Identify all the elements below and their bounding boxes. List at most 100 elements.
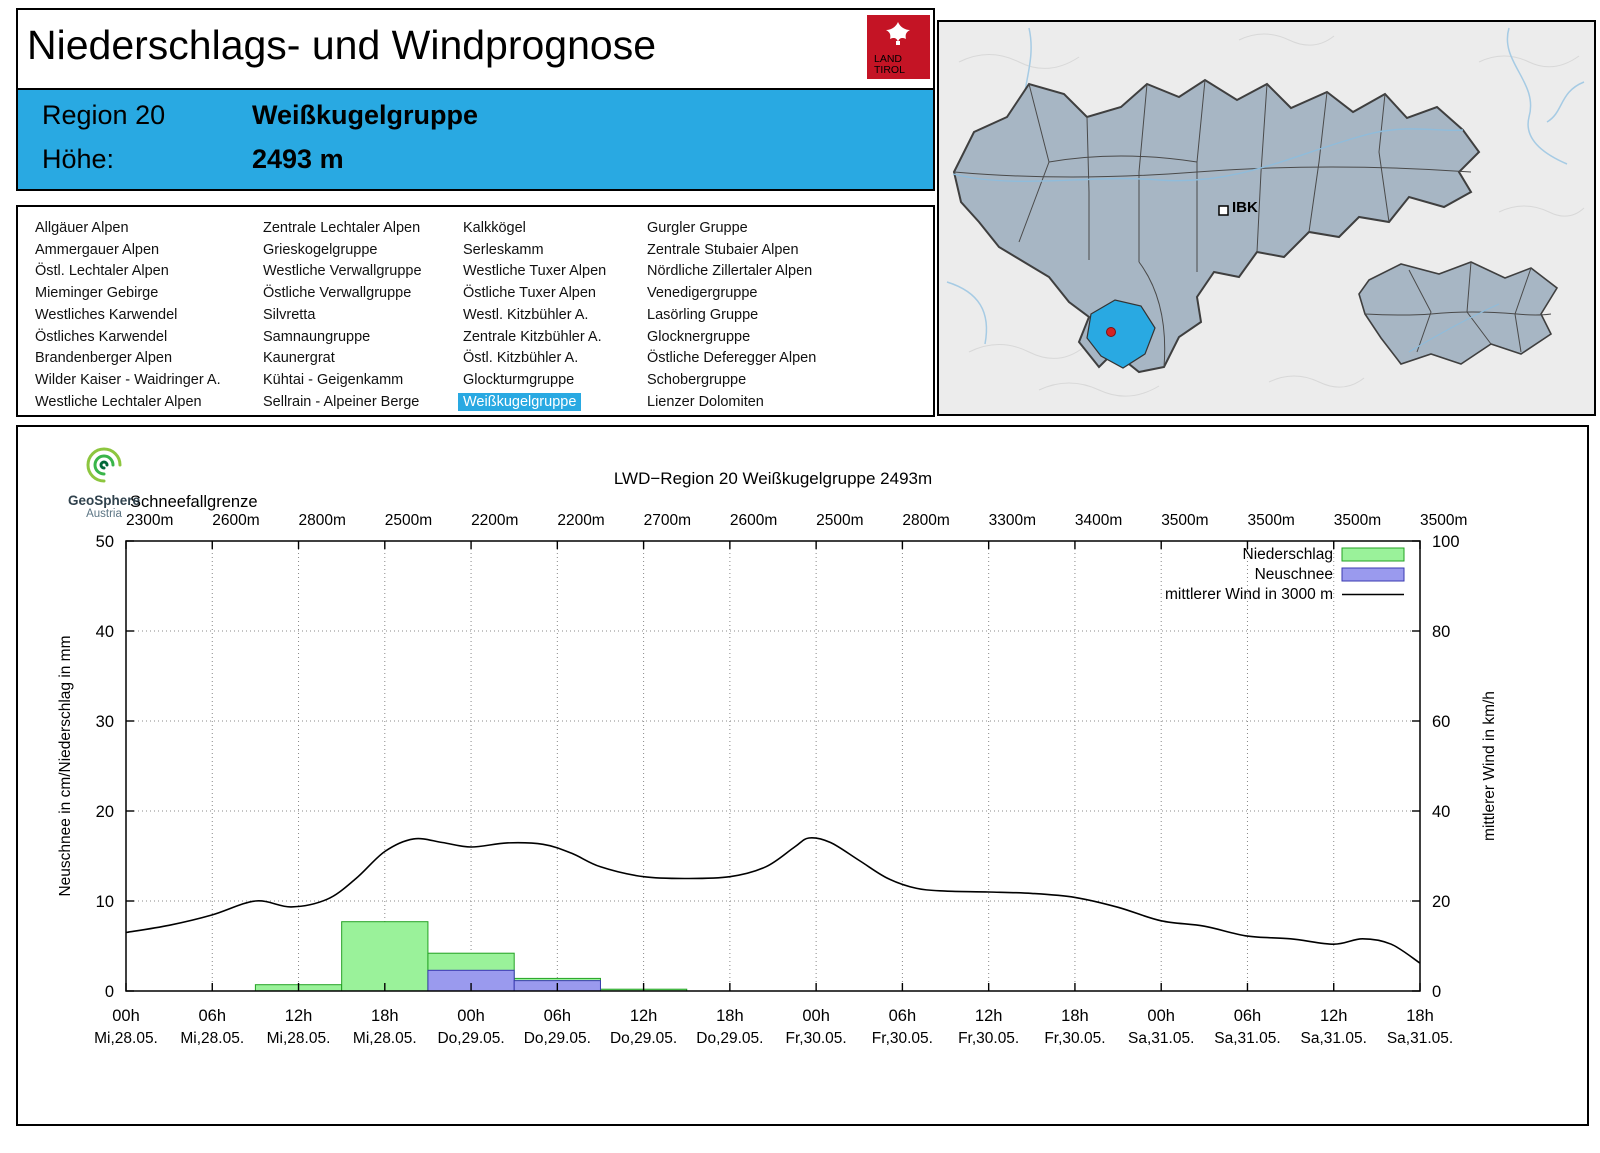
- region-name: Weißkugelgruppe: [252, 100, 479, 130]
- region-list-item[interactable]: Nördliche Zillertaler Alpen: [647, 263, 813, 280]
- region-list-item[interactable]: Östl. Kitzbühler A.: [463, 350, 579, 367]
- region-list-item[interactable]: Serleskamm: [463, 241, 544, 258]
- region-list-item[interactable]: Kaunergrat: [263, 350, 335, 367]
- svg-text:20: 20: [1432, 893, 1450, 911]
- svg-text:100: 100: [1432, 533, 1460, 551]
- svg-text:mittlerer Wind in km/h: mittlerer Wind in km/h: [1481, 691, 1498, 841]
- region-list-item[interactable]: Zentrale Stubaier Alpen: [647, 241, 799, 258]
- geosphere-name: GeoSphere: [67, 493, 141, 508]
- forecast-chart-panel: GeoSphere Austria 00h Mi,28.05. 2300m 06h Mi…: [16, 425, 1589, 1126]
- svg-text:06h: 06h: [889, 1007, 917, 1025]
- svg-text:Mi,28.05.: Mi,28.05.: [353, 1030, 417, 1047]
- svg-text:Mi,28.05.: Mi,28.05.: [267, 1030, 331, 1047]
- region-list-item[interactable]: Östliches Karwendel: [35, 328, 168, 345]
- region-list-item[interactable]: Westliche Lechtaler Alpen: [35, 393, 202, 410]
- svg-text:12h: 12h: [975, 1007, 1003, 1025]
- svg-text:06h: 06h: [1234, 1007, 1262, 1025]
- region-list-item[interactable]: Östl. Lechtaler Alpen: [35, 263, 169, 280]
- svg-text:2800m: 2800m: [299, 512, 346, 529]
- svg-text:06h: 06h: [544, 1007, 572, 1025]
- svg-text:2800m: 2800m: [902, 512, 949, 529]
- region-list-item[interactable]: Allgäuer Alpen: [35, 220, 129, 236]
- svg-text:60: 60: [1432, 713, 1450, 731]
- region-list-column: Allgäuer Alpen Ammergauer Alpen Östl. Lech…: [35, 218, 221, 413]
- svg-text:Do,29.05.: Do,29.05.: [524, 1030, 591, 1047]
- region-list-item[interactable]: Wilder Kaiser - Waidringer A.: [35, 371, 221, 388]
- inn-river: [952, 128, 1464, 183]
- region-list-item[interactable]: Brandenberger Alpen: [35, 350, 173, 367]
- svg-text:2600m: 2600m: [212, 512, 259, 529]
- svg-text:40: 40: [96, 623, 114, 641]
- svg-text:Neuschnee in cm/Niederschlag i: Neuschnee in cm/Niederschlag in mm: [57, 635, 74, 896]
- region-list-item[interactable]: Gurgler Gruppe: [647, 220, 748, 236]
- terrain-relief: [958, 33, 1585, 397]
- svg-text:10: 10: [96, 893, 114, 911]
- land-tirol-logo: LAND TIROL: [867, 15, 930, 79]
- tirol-eagle-icon: [886, 22, 910, 45]
- region-list-item[interactable]: Kühtai - Geigenkamm: [263, 371, 404, 388]
- svg-text:2200m: 2200m: [471, 512, 518, 529]
- region-list-item[interactable]: Weißkugelgruppe: [458, 392, 606, 414]
- geosphere-logo: GeoSphere Austria: [52, 443, 156, 520]
- svg-text:LWD−Region 20 Weißkugelgruppe: LWD−Region 20 Weißkugelgruppe 2493m: [614, 469, 932, 488]
- svg-text:40: 40: [1432, 803, 1450, 821]
- tirol-logo-text-2: TIROL: [874, 64, 905, 76]
- geosphere-spiral-icon: [86, 447, 122, 483]
- svg-text:06h: 06h: [199, 1007, 227, 1025]
- svg-text:00h: 00h: [802, 1007, 830, 1025]
- region-list-item[interactable]: Östliche Verwallgruppe: [263, 285, 412, 302]
- region-list-item[interactable]: Westliche Tuxer Alpen: [463, 263, 607, 280]
- region-list-item[interactable]: Sellrain - Alpeiner Berge: [263, 393, 420, 410]
- svg-text:Mi,28.05.: Mi,28.05.: [180, 1030, 244, 1047]
- region-list-item[interactable]: Ammergauer Alpen: [35, 241, 160, 258]
- region-list-item[interactable]: Kalkkögel: [463, 220, 526, 236]
- svg-text:18h: 18h: [1061, 1007, 1089, 1025]
- svg-text:2200m: 2200m: [557, 512, 604, 529]
- region-borders: [953, 79, 1472, 368]
- region-list-item[interactable]: Östliche Tuxer Alpen: [463, 285, 596, 302]
- region-list-item[interactable]: Glockturmgruppe: [463, 371, 575, 388]
- tirol-map: IBK: [937, 20, 1596, 416]
- region-list: Allgäuer Alpen Ammergauer Alpen Östl. Lech…: [16, 205, 935, 417]
- svg-text:12h: 12h: [630, 1007, 658, 1025]
- svg-text:3500m: 3500m: [1161, 512, 1208, 529]
- svg-text:12h: 12h: [285, 1007, 313, 1025]
- region-list-item[interactable]: Samnaungruppe: [263, 328, 371, 345]
- svg-text:Fr,30.05.: Fr,30.05.: [1044, 1030, 1105, 1047]
- svg-text:12h: 12h: [1320, 1007, 1348, 1025]
- svg-text:Neuschnee: Neuschnee: [1255, 566, 1333, 583]
- region-list-item[interactable]: Westliche Verwallgruppe: [263, 263, 422, 280]
- region-list-item[interactable]: Östliche Deferegger Alpen: [647, 350, 817, 367]
- svg-text:Fr,30.05.: Fr,30.05.: [872, 1030, 933, 1047]
- region-list-item[interactable]: Zentrale Lechtaler Alpen: [263, 220, 421, 236]
- region-list-item[interactable]: Mieminger Gebirge: [35, 285, 159, 302]
- svg-text:Niederschlag: Niederschlag: [1243, 546, 1333, 563]
- region-info-panel: Region 20 Weißkugelgruppe Höhe: 2493 m: [16, 88, 935, 191]
- region-list-item[interactable]: Westliches Karwendel: [35, 306, 178, 323]
- svg-text:Mi,28.05.: Mi,28.05.: [94, 1030, 158, 1047]
- svg-text:2500m: 2500m: [816, 512, 863, 529]
- svg-text:Sa,31.05.: Sa,31.05.: [1128, 1030, 1194, 1047]
- svg-text:2300m: 2300m: [126, 512, 173, 529]
- svg-text:Sa,31.05.: Sa,31.05.: [1301, 1030, 1367, 1047]
- tirol-logo-text-1: LAND: [874, 53, 902, 65]
- region-list-item[interactable]: Venedigergruppe: [647, 285, 758, 302]
- region-list-item[interactable]: Schobergruppe: [647, 371, 747, 388]
- svg-text:2500m: 2500m: [385, 512, 432, 529]
- region-list-item[interactable]: Glocknergruppe: [647, 328, 751, 345]
- svg-text:2600m: 2600m: [730, 512, 777, 529]
- region-list-item[interactable]: Westl. Kitzbühler A.: [463, 306, 589, 323]
- region-list-item[interactable]: Zentrale Kitzbühler A.: [463, 328, 602, 345]
- svg-text:mittlerer Wind in 3000 m: mittlerer Wind in 3000 m: [1165, 586, 1333, 603]
- region-list-item[interactable]: Grieskogelgruppe: [263, 241, 378, 258]
- selected-region-shape[interactable]: [1086, 299, 1156, 369]
- region-list-column: Kalkkögel Serleskamm Westliche Tuxer Alpen…: [458, 218, 607, 414]
- region-list-item[interactable]: Silvretta: [263, 306, 316, 323]
- svg-text:Sa,31.05.: Sa,31.05.: [1387, 1030, 1453, 1047]
- east-tirol-regions: [1358, 261, 1559, 365]
- station-marker-dot: [1106, 327, 1116, 337]
- svg-text:Schneefallgrenze: Schneefallgrenze: [130, 493, 258, 511]
- svg-text:Fr,30.05.: Fr,30.05.: [958, 1030, 1019, 1047]
- region-list-item[interactable]: Lasörling Gruppe: [647, 306, 759, 323]
- region-list-item[interactable]: Lienzer Dolomiten: [647, 393, 764, 410]
